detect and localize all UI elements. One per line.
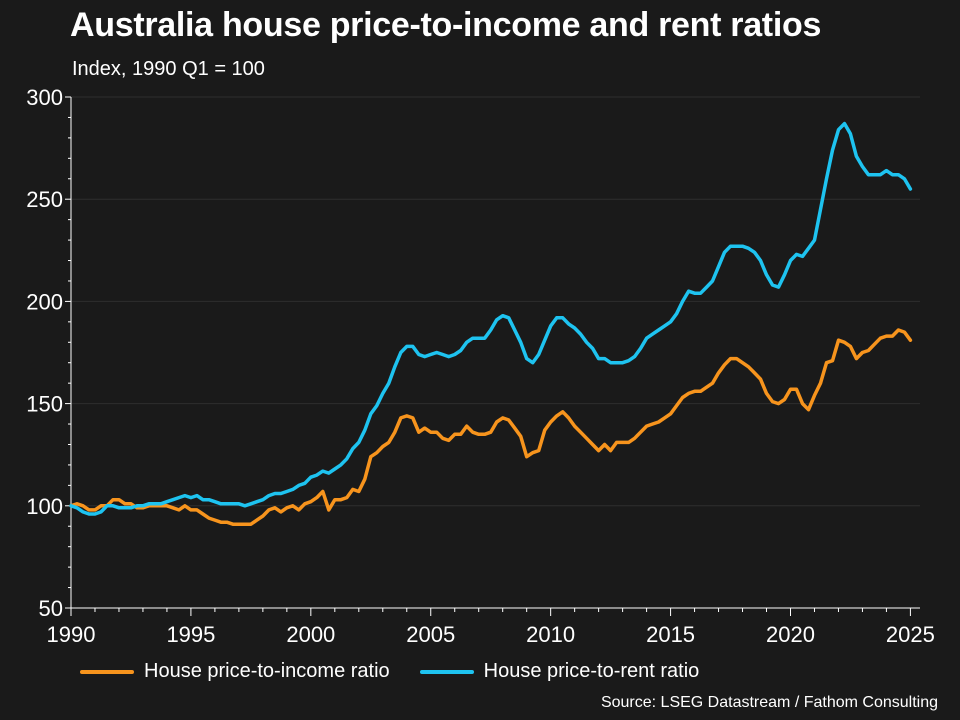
x-tick-label-1995: 1995 [166,622,215,647]
y-tick-label-50: 50 [39,596,63,621]
chart-subtitle: Index, 1990 Q1 = 100 [72,58,265,80]
x-tick-label-2020: 2020 [766,622,815,647]
y-tick-label-150: 150 [26,392,63,417]
legend-label-income: House price-to-income ratio [144,660,390,682]
y-tick-label-100: 100 [26,494,63,519]
x-tick-label-2000: 2000 [286,622,335,647]
y-tick-label-250: 250 [26,187,63,212]
legend-label-rent: House price-to-rent ratio [483,660,700,682]
axes: 50 100 150 200 250 300 1990 1995 2000 2005 2010 201… [26,85,935,647]
series-line-price-to-rent [69,121,913,516]
source-note: Source: LSEG Datastream / Fathom Consult… [600,694,938,711]
legend-item-rent: House price-to-rent ratio [419,660,700,683]
series-line-price-to-income [69,328,913,526]
x-tick-label-2010: 2010 [526,622,575,647]
y-tick-label-300: 300 [26,85,63,110]
y-tick-label-200: 200 [26,289,63,314]
legend: House price-to-income ratio House price-… [80,660,729,683]
series-layer [69,121,913,526]
x-tick-label-2025: 2025 [886,622,935,647]
x-tick-label-2015: 2015 [646,622,695,647]
legend-swatch-income [80,669,134,674]
legend-item-income: House price-to-income ratio [80,660,390,683]
legend-swatch-rent [419,669,474,674]
x-tick-label-2005: 2005 [406,622,455,647]
gridlines [71,96,920,507]
x-tick-label-1990: 1990 [47,622,96,647]
chart-title: Australia house price-to-income and rent… [70,6,822,44]
